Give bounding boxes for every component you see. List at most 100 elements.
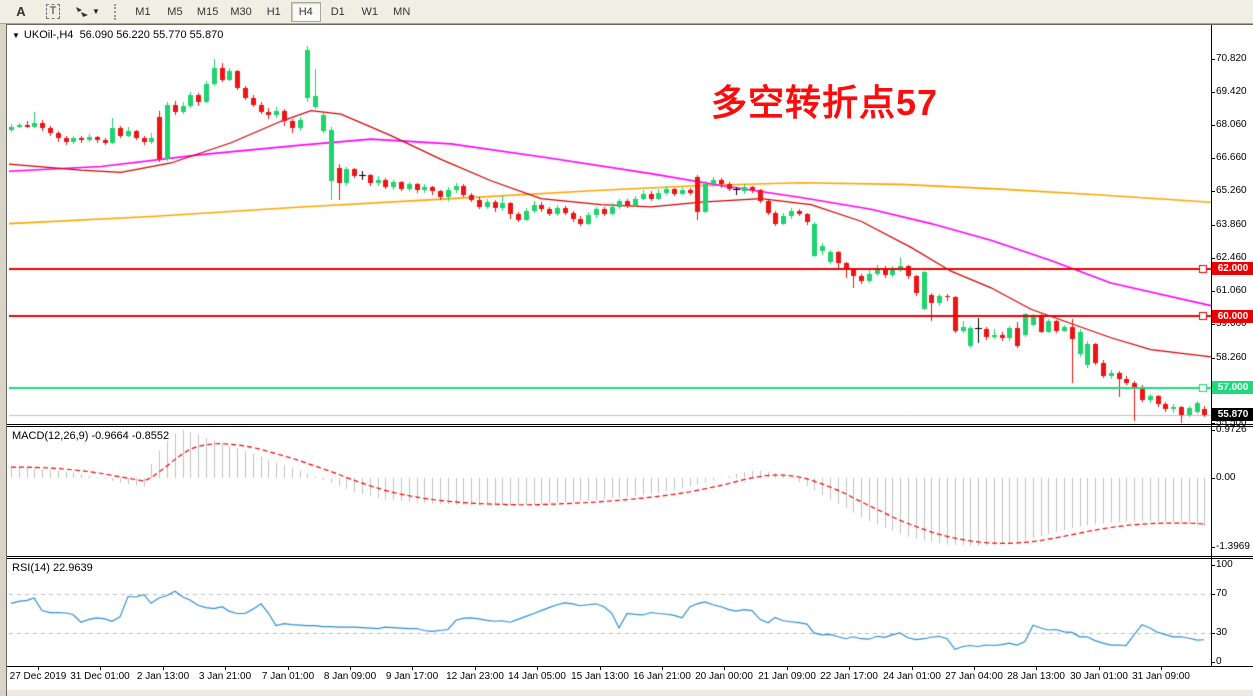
time-axis-label: 30 Jan 01:00 (1070, 671, 1128, 682)
time-axis-label: 31 Jan 09:00 (1132, 671, 1190, 682)
rsi-value: 22.9639 (52, 562, 93, 574)
time-axis-label: 24 Jan 01:00 (883, 671, 941, 682)
price-level-badge: 60.000 (1212, 310, 1253, 323)
time-axis-label: 12 Jan 23:00 (446, 671, 504, 682)
price-tick-label: 66.660 (1216, 152, 1247, 163)
ohlc-values: 56.090 56.220 55.770 55.870 (79, 29, 224, 41)
time-axis-tick (100, 666, 101, 670)
toolbar: A T ▼ M1 M5 M15 M30 H1 H4 D1 W1 MN (0, 0, 1253, 24)
timeframe-mn-button[interactable]: MN (393, 5, 411, 18)
time-axis-tick (1099, 666, 1100, 670)
arrows-tool-icon (76, 6, 88, 17)
rsi-tick-label: 0 (1216, 656, 1222, 667)
window-bottom-strip (7, 690, 1253, 696)
time-axis-tick (475, 666, 476, 670)
rsi-name: RSI(14) (12, 562, 50, 574)
price-tick-label: 63.860 (1216, 219, 1247, 230)
price-tick (1211, 92, 1215, 93)
macd-tick-label: -1.3969 (1216, 541, 1250, 552)
time-axis-label: 7 Jan 01:00 (261, 671, 315, 682)
time-axis-tick (600, 666, 601, 670)
timeframe-w1-button[interactable]: W1 (361, 5, 378, 18)
time-axis-label: 27 Jan 04:00 (945, 671, 1003, 682)
time-axis-label: 28 Jan 13:00 (1007, 671, 1065, 682)
rsi-tick (1211, 594, 1215, 595)
time-axis-tick (849, 666, 850, 670)
arrow-tool-button[interactable]: ▼ (70, 2, 105, 22)
panel-divider[interactable] (7, 424, 1253, 427)
macd-tick-label: 0.9726 (1216, 424, 1247, 435)
rsi-tick (1211, 633, 1215, 634)
symbol-timeframe-label: UKOil-,H4 (23, 29, 74, 41)
time-axis-tick (350, 666, 351, 670)
price-tick-label: 68.060 (1216, 119, 1247, 130)
price-tick-label: 61.060 (1216, 285, 1247, 296)
price-level-badge: 62.000 (1212, 262, 1253, 275)
macd-label: MACD(12,26,9) -0.9664 -0.8552 (12, 430, 169, 442)
time-axis-tick (1161, 666, 1162, 670)
macd-tick (1211, 430, 1215, 431)
macd-name: MACD(12,26,9) (12, 430, 89, 442)
price-tick (1211, 291, 1215, 292)
time-axis-tick (787, 666, 788, 670)
rsi-tick (1211, 662, 1215, 663)
price-tick-label: 62.460 (1216, 252, 1247, 263)
rsi-tick-label: 70 (1216, 588, 1228, 599)
rsi-tick-label: 30 (1216, 627, 1228, 638)
time-axis-tick (412, 666, 413, 670)
timeframe-h1-button[interactable]: H1 (266, 5, 281, 18)
timeframe-m30-button[interactable]: M30 (230, 5, 252, 18)
timeframe-m1-button[interactable]: M1 (135, 5, 151, 18)
timeframe-m15-button[interactable]: M15 (196, 5, 219, 18)
rsi-tick-label: 100 (1216, 559, 1233, 570)
font-tool-button[interactable]: A (16, 4, 26, 19)
price-tick-label: 55.500 (1216, 417, 1247, 428)
toolbar-drag-handle[interactable] (113, 3, 121, 20)
text-tool-button[interactable]: T (38, 2, 68, 22)
macd-indicator-canvas[interactable] (9, 427, 1211, 556)
time-axis-tick (163, 666, 164, 670)
time-axis-tick (912, 666, 913, 670)
price-tick (1211, 59, 1215, 60)
timeframe-m5-button[interactable]: M5 (167, 5, 183, 18)
price-tick-label: 69.420 (1216, 86, 1247, 97)
rsi-tick (1211, 565, 1215, 566)
chart-window: ▼ UKOil-,H4 56.090 56.220 55.770 55.870 多… (6, 24, 1253, 696)
panel-divider[interactable] (7, 556, 1253, 559)
price-tick (1211, 191, 1215, 192)
price-tick (1211, 125, 1215, 126)
time-axis-label: 14 Jan 05:00 (508, 671, 566, 682)
text-tool-label: T (45, 4, 61, 19)
price-chart-canvas[interactable] (9, 28, 1211, 424)
chart-title: ▼ UKOil-,H4 56.090 56.220 55.770 55.870 (12, 29, 223, 41)
price-tick (1211, 258, 1215, 259)
price-tick (1211, 358, 1215, 359)
time-axis-label: 27 Dec 2019 (9, 671, 67, 682)
price-tick (1211, 423, 1215, 424)
price-tick-label: 59.660 (1216, 318, 1247, 329)
time-axis-tick (288, 666, 289, 670)
time-axis-label: 8 Jan 09:00 (323, 671, 377, 682)
chart-collapse-icon[interactable]: ▼ (12, 31, 20, 40)
time-axis-label: 20 Jan 00:00 (695, 671, 753, 682)
rsi-label: RSI(14) 22.9639 (12, 562, 93, 574)
time-axis-tick (974, 666, 975, 670)
time-axis-tick (225, 666, 226, 670)
time-axis-tick (537, 666, 538, 670)
price-tick (1211, 158, 1215, 159)
time-axis-label: 9 Jan 17:00 (385, 671, 439, 682)
price-axis-separator (1211, 25, 1212, 666)
price-tick-label: 58.260 (1216, 352, 1247, 363)
price-level-badge: 57.000 (1212, 381, 1253, 394)
macd-tick (1211, 478, 1215, 479)
timeframe-d1-button[interactable]: D1 (330, 5, 345, 18)
timeframe-h4-button[interactable]: H4 (290, 1, 321, 22)
time-axis-label: 21 Jan 09:00 (758, 671, 816, 682)
price-tick-label: 65.260 (1216, 185, 1247, 196)
price-tick (1211, 225, 1215, 226)
time-axis-tick (38, 666, 39, 670)
time-axis-label: 31 Dec 01:00 (70, 671, 130, 682)
rsi-indicator-canvas[interactable] (9, 559, 1211, 666)
dropdown-caret-icon: ▼ (92, 7, 100, 16)
price-tick (1211, 324, 1215, 325)
